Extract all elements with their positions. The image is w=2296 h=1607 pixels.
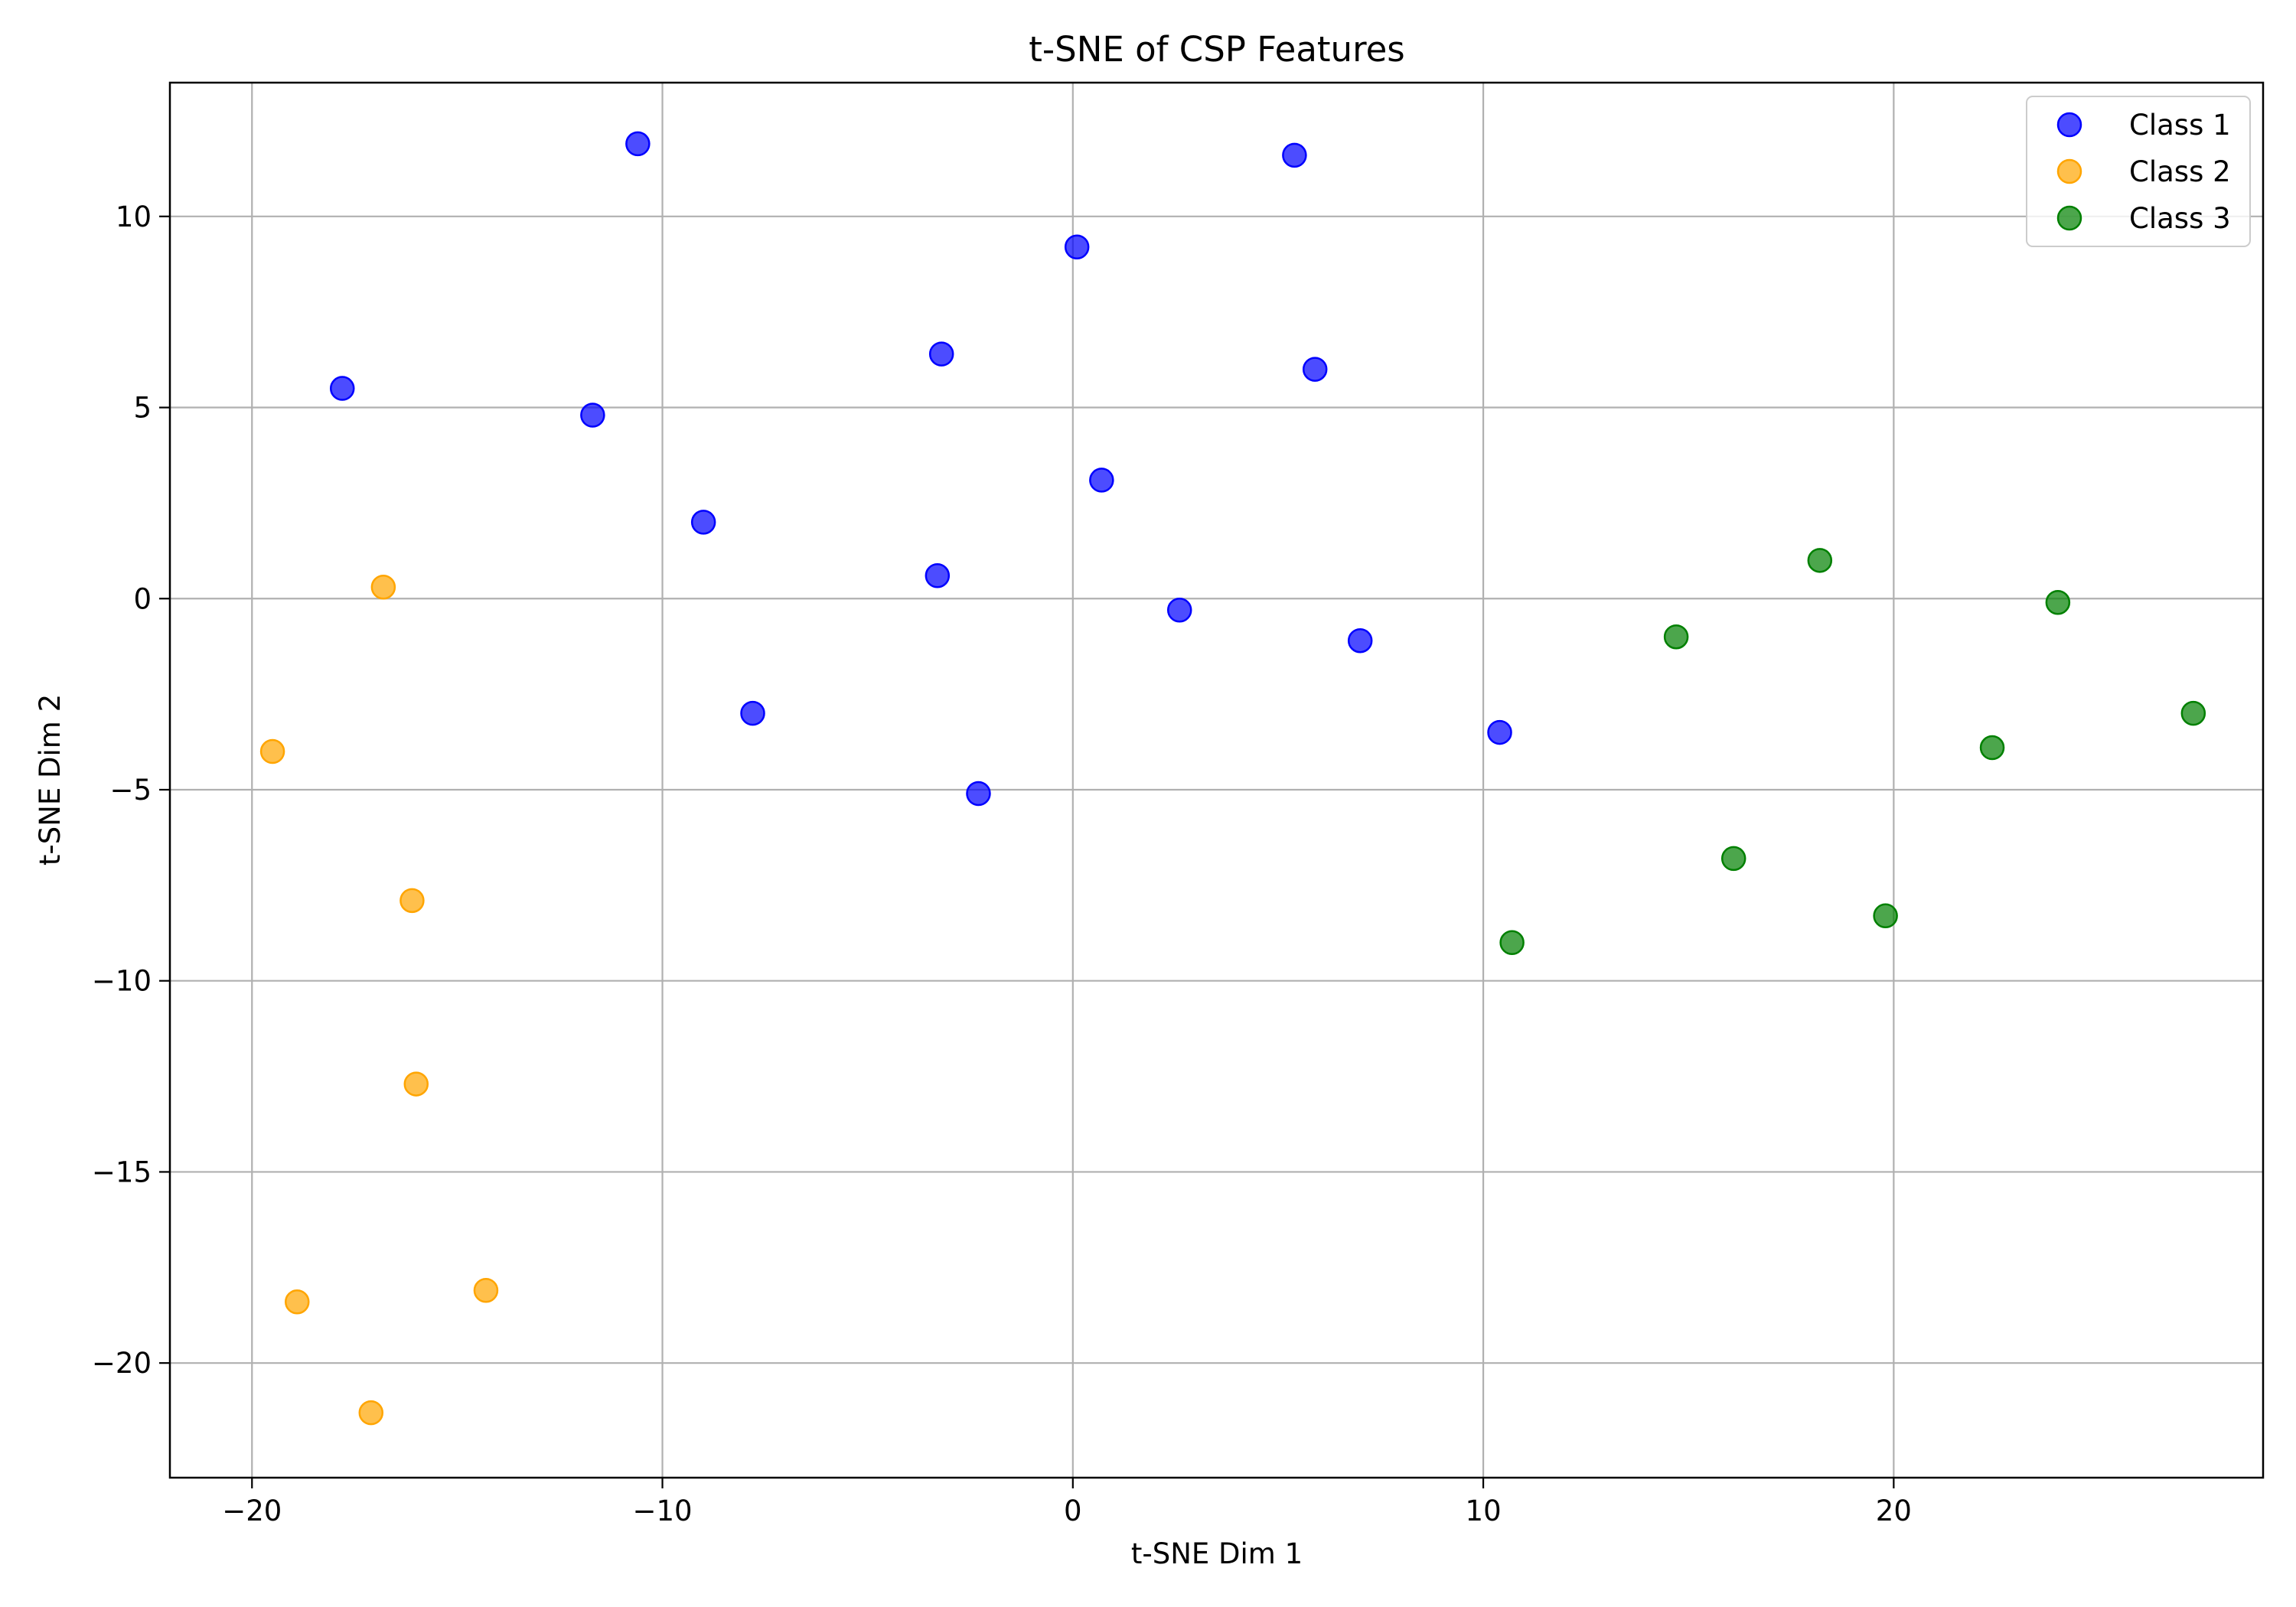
legend-box bbox=[2026, 96, 2251, 247]
y-tick-label: −5 bbox=[109, 774, 152, 807]
class-1-point bbox=[1487, 719, 1512, 745]
legend-label-class-2: Class 2 bbox=[2129, 155, 2231, 188]
axis-ticks: −20 −10 0 10 20 −20 −15 −10 −5 0 5 10 bbox=[92, 200, 1912, 1527]
grid-lines bbox=[170, 83, 2263, 1478]
x-axis-label: t-SNE Dim 1 bbox=[1131, 1537, 1303, 1570]
x-tick-label: 10 bbox=[1466, 1495, 1502, 1527]
legend-marker-class-1 bbox=[2056, 112, 2082, 138]
legend-marker-class-2 bbox=[2056, 158, 2082, 184]
chart-title: t-SNE of CSP Features bbox=[1029, 29, 1404, 70]
class-2-point bbox=[284, 1289, 310, 1315]
class-2-point bbox=[400, 888, 425, 914]
y-tick-label: 5 bbox=[133, 392, 152, 425]
y-tick-label: −15 bbox=[92, 1156, 152, 1188]
class-1-point bbox=[329, 376, 355, 401]
legend-marker-class-3 bbox=[2056, 205, 2082, 231]
class-3-point bbox=[2180, 700, 2206, 726]
class-1-point bbox=[925, 563, 951, 588]
data-points bbox=[259, 131, 2206, 1426]
class-2-point bbox=[370, 575, 396, 600]
class-1-point bbox=[580, 403, 605, 428]
x-tick-label: −20 bbox=[222, 1495, 282, 1527]
class-3-point bbox=[1807, 548, 1833, 573]
y-axis-label: t-SNE Dim 2 bbox=[34, 694, 67, 865]
y-tick-label: 10 bbox=[116, 200, 152, 233]
class-2-point bbox=[403, 1071, 429, 1097]
class-1-point bbox=[1347, 627, 1373, 654]
x-tick-label: −10 bbox=[632, 1495, 692, 1527]
class-1-point bbox=[625, 131, 651, 157]
class-3-point bbox=[2045, 590, 2071, 615]
class-2-point bbox=[358, 1400, 384, 1426]
class-2-point bbox=[473, 1278, 499, 1303]
legend-label-class-1: Class 1 bbox=[2129, 109, 2231, 142]
class-3-point bbox=[1873, 903, 1898, 929]
plot-frame bbox=[168, 81, 2265, 1479]
legend-label-class-3: Class 3 bbox=[2129, 202, 2231, 235]
class-3-point bbox=[1720, 846, 1746, 872]
class-1-point bbox=[1302, 357, 1328, 382]
class-3-point bbox=[1979, 735, 2005, 761]
legend: Class 1 Class 2 Class 3 bbox=[2026, 96, 2251, 247]
class-1-point bbox=[928, 341, 954, 367]
class-3-point bbox=[1499, 930, 1525, 956]
class-2-point bbox=[259, 738, 285, 764]
y-tick-label: −10 bbox=[92, 965, 152, 998]
class-1-point bbox=[1282, 142, 1307, 168]
class-1-point bbox=[1064, 234, 1090, 260]
class-3-point bbox=[1663, 624, 1689, 650]
class-1-point bbox=[966, 781, 991, 807]
class-1-point bbox=[1166, 597, 1192, 623]
class-1-point bbox=[1089, 468, 1114, 493]
class-1-point bbox=[740, 700, 765, 726]
y-tick-label: 0 bbox=[133, 582, 152, 615]
class-1-point bbox=[690, 510, 716, 535]
x-tick-label: 0 bbox=[1064, 1495, 1082, 1527]
y-tick-label: −20 bbox=[92, 1347, 152, 1380]
x-tick-label: 20 bbox=[1876, 1495, 1912, 1527]
